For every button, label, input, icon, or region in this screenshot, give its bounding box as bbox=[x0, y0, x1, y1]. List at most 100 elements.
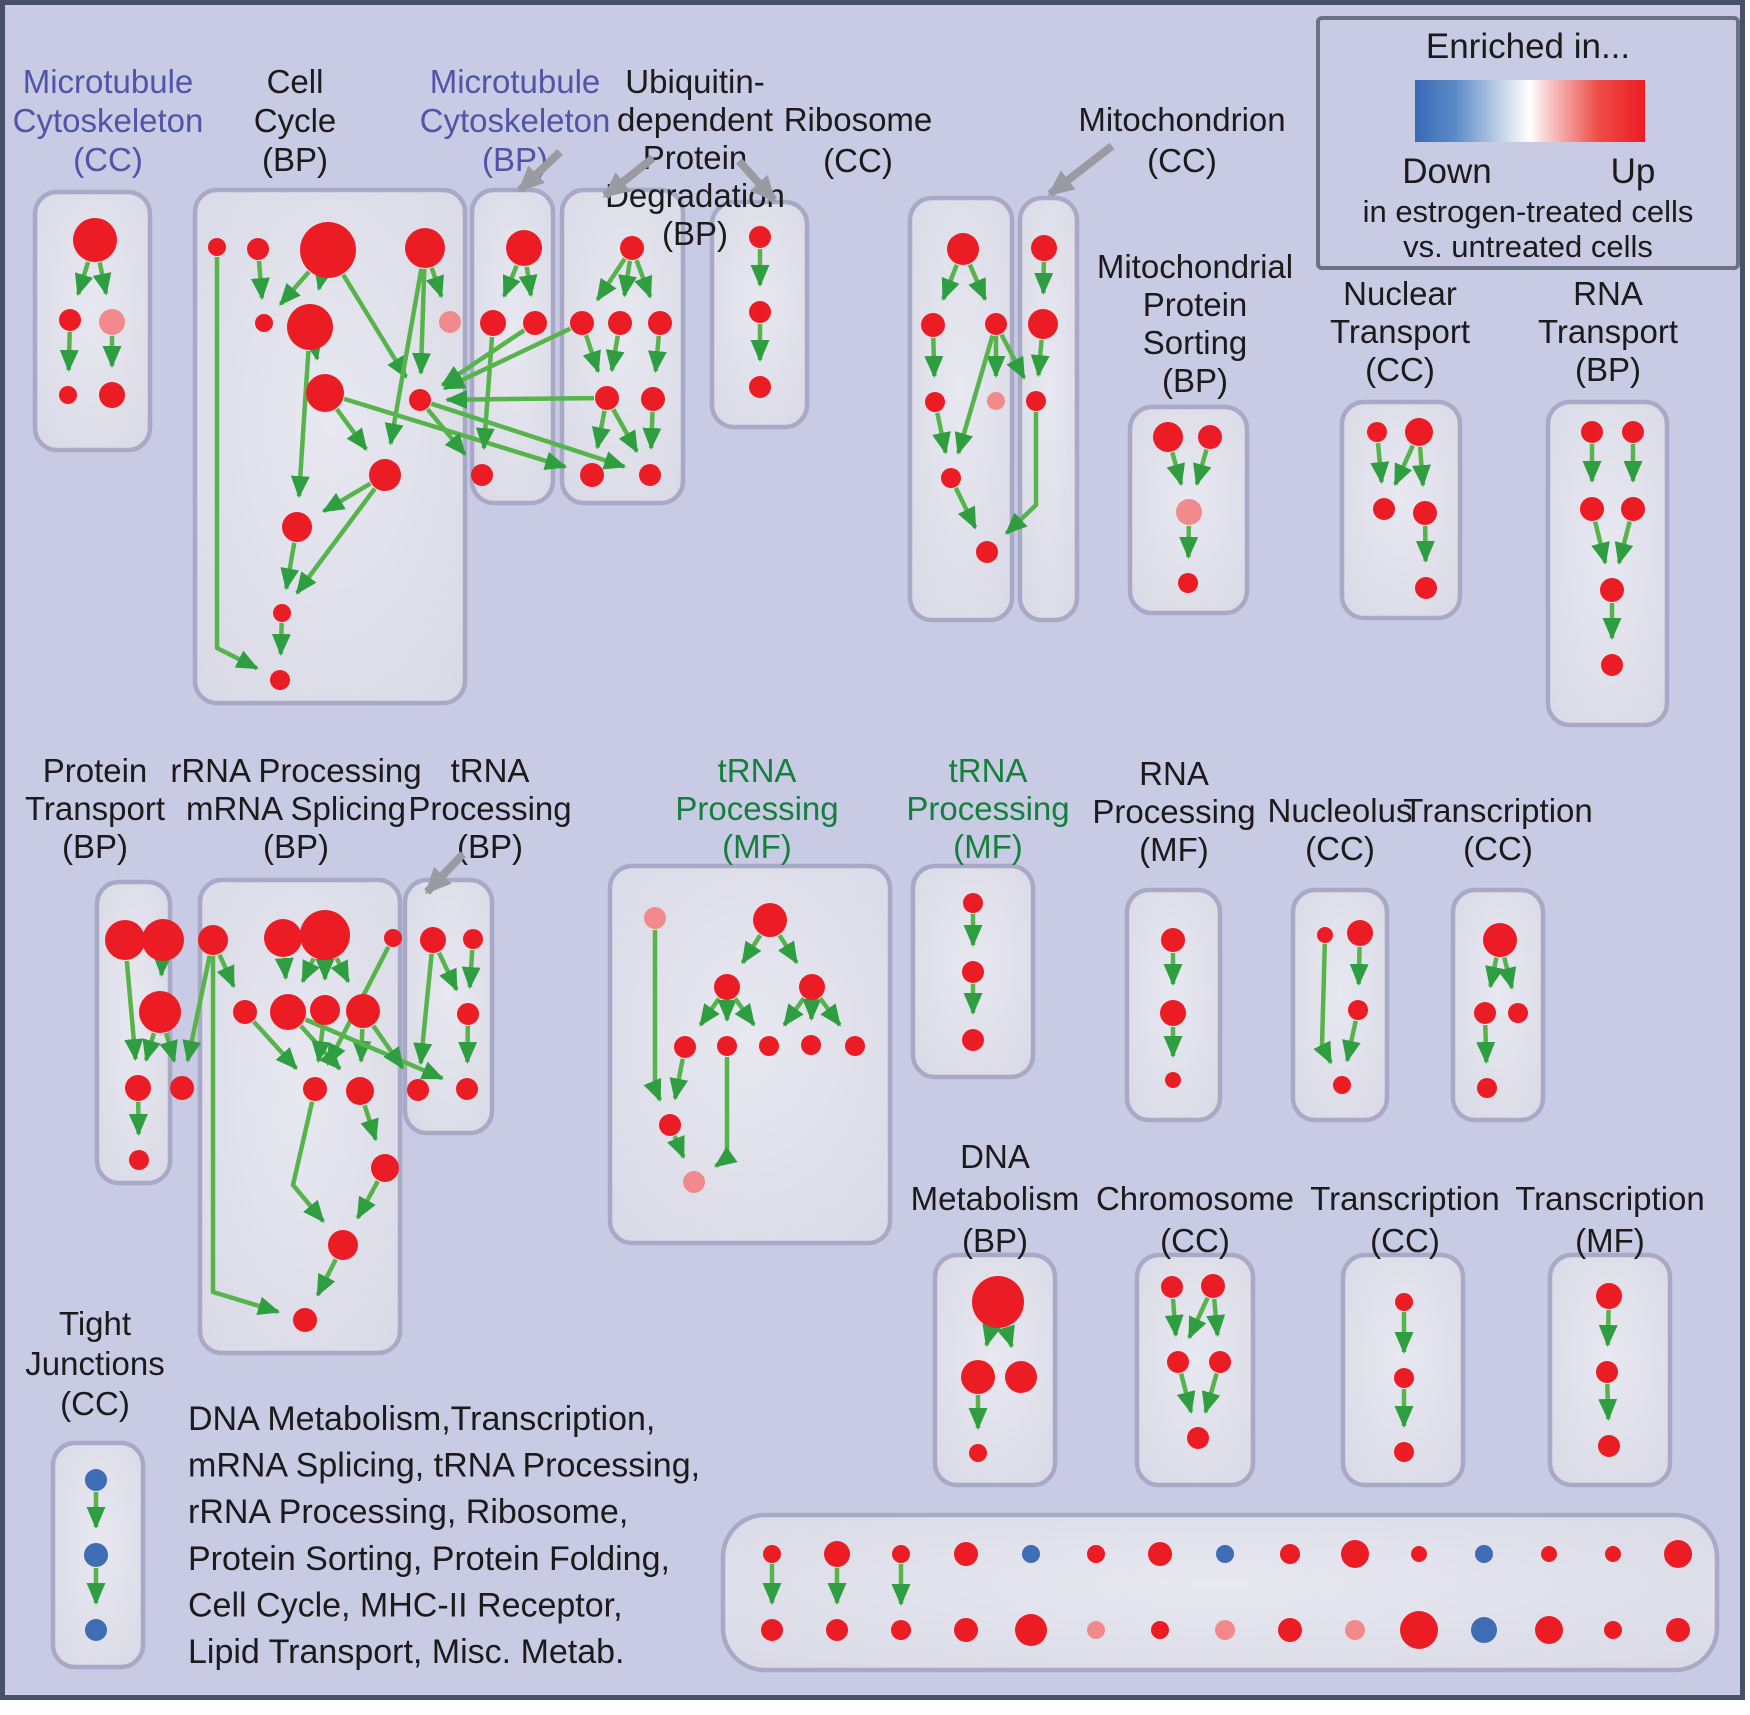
edge-x2-to-x3 bbox=[1598, 1383, 1618, 1421]
node-bb5 bbox=[1015, 1614, 1047, 1646]
node-s1 bbox=[963, 893, 983, 913]
node-bt4 bbox=[954, 1542, 978, 1566]
edge-m1-to-m2 bbox=[502, 264, 521, 299]
edge-nu1-to-nu4 bbox=[1313, 943, 1333, 1065]
cluster-box-bx-misc bbox=[720, 1512, 1720, 1673]
node-nu2 bbox=[1347, 920, 1373, 946]
node-kb3 bbox=[759, 1036, 779, 1056]
node-q1 bbox=[1161, 928, 1185, 952]
node-rl1 bbox=[303, 1077, 327, 1101]
node-m3 bbox=[523, 311, 547, 335]
edge-r3-to-mt3 bbox=[999, 333, 1026, 380]
lbl-trna-processing-mf-1-line-2: Processing bbox=[675, 790, 838, 827]
node-bt6 bbox=[1087, 1545, 1105, 1563]
edge-ul-to-c9 bbox=[442, 326, 572, 391]
edge-c1-to-c13 bbox=[214, 257, 259, 671]
edge-t4-to-t5 bbox=[1614, 521, 1634, 565]
node-n1 bbox=[1367, 422, 1387, 442]
lbl-protein-transport-bp-line-2: Transport bbox=[25, 790, 165, 827]
node-mt2 bbox=[1028, 309, 1058, 339]
node-r3 bbox=[985, 313, 1007, 335]
edge-a1-to-a2 bbox=[74, 261, 94, 297]
edge-kb1-to-kl bbox=[669, 1058, 689, 1101]
legend-gradient-bar bbox=[1415, 80, 1645, 142]
lbl-protein-transport-bp-line-1: Protein bbox=[43, 752, 148, 789]
pointer-mt-bp bbox=[517, 149, 563, 193]
lbl-tight-junctions-cc-line-1: Tight bbox=[59, 1305, 131, 1342]
misc-cluster-list-line-2: mRNA Splicing, tRNA Processing, bbox=[188, 1447, 700, 1485]
node-bt13 bbox=[1541, 1546, 1557, 1562]
node-kb2 bbox=[717, 1036, 737, 1056]
edge-c11-to-c12 bbox=[280, 542, 300, 591]
lbl-trna-processing-bp-line-3: (BP) bbox=[457, 828, 523, 865]
node-uml bbox=[595, 386, 619, 410]
node-bt9 bbox=[1280, 1544, 1300, 1564]
node-bb3 bbox=[891, 1620, 911, 1640]
lbl-transcription-cc-2-line-2: (CC) bbox=[1463, 830, 1533, 867]
node-a2 bbox=[59, 309, 81, 331]
edge-rl1-to-rb2 bbox=[290, 1101, 325, 1223]
node-v4 bbox=[1477, 1078, 1497, 1098]
edge-uml-to-ubr bbox=[611, 408, 639, 454]
node-bb14 bbox=[1604, 1621, 1622, 1639]
node-g3 bbox=[749, 376, 771, 398]
legend: Enriched in... Down Up in estrogen-treat… bbox=[1316, 16, 1740, 270]
edge-h1-to-h3 bbox=[1164, 1298, 1184, 1338]
node-bt2 bbox=[824, 1541, 850, 1567]
cluster-box-bx-dnamet bbox=[932, 1252, 1058, 1488]
node-bt5 bbox=[1022, 1545, 1040, 1563]
edge-rb1-to-rb2 bbox=[355, 1180, 380, 1220]
edge-m2-to-m4 bbox=[475, 336, 495, 451]
node-pt6 bbox=[129, 1150, 149, 1170]
node-g2 bbox=[749, 301, 771, 323]
edge-nu2-to-nu3 bbox=[1349, 946, 1369, 986]
lbl-nucleolus-cc-line-2: (CC) bbox=[1305, 830, 1375, 867]
node-c5 bbox=[255, 314, 273, 332]
lbl-rrna-mrna-bp-line-2: mRNA Splicing bbox=[186, 790, 406, 827]
node-s3 bbox=[962, 1029, 984, 1051]
node-bt8 bbox=[1216, 1545, 1234, 1563]
lbl-mito-protein-sorting-bp-line-1: Mitochondrial bbox=[1097, 248, 1293, 285]
edge-m1-to-m3 bbox=[518, 266, 538, 298]
edge-rm4-to-tb4 bbox=[371, 1024, 405, 1070]
node-t6 bbox=[1601, 654, 1623, 676]
edge-rr3-to-rm4 bbox=[330, 957, 351, 984]
edge-c3-to-c9 bbox=[341, 273, 408, 379]
node-c6 bbox=[287, 304, 333, 350]
node-v2 bbox=[1474, 1002, 1496, 1024]
node-rr2 bbox=[264, 919, 302, 957]
lbl-mito-protein-sorting-bp-line-4: (BP) bbox=[1162, 362, 1228, 399]
node-a5 bbox=[99, 382, 125, 408]
node-x1 bbox=[1596, 1283, 1622, 1309]
node-tb4 bbox=[407, 1079, 429, 1101]
node-r7 bbox=[976, 541, 998, 563]
edge-rl2-to-rb1 bbox=[360, 1104, 379, 1142]
edge-u1-to-um bbox=[618, 260, 637, 298]
edge-t3-to-t5 bbox=[1591, 521, 1610, 565]
node-x2 bbox=[1596, 1361, 1618, 1383]
node-kb1 bbox=[674, 1036, 696, 1058]
label-pointer-arrows bbox=[424, 142, 1115, 895]
pointer-ubiquitin-box2 bbox=[736, 158, 777, 203]
node-c4 bbox=[405, 228, 445, 268]
lbl-rrna-mrna-bp-line-1: rRNA Processing bbox=[170, 752, 421, 789]
node-nu4 bbox=[1333, 1076, 1351, 1094]
edge-r1-to-r2 bbox=[941, 263, 960, 301]
edge-r3-to-r6 bbox=[954, 334, 995, 455]
edge-km1-to-kb1 bbox=[698, 997, 721, 1027]
lbl-dna-metabolism-bp-line-3: (BP) bbox=[962, 1222, 1028, 1259]
node-p2 bbox=[1198, 425, 1222, 449]
node-bb13 bbox=[1535, 1616, 1563, 1644]
edge-r6-to-r7 bbox=[953, 486, 978, 530]
edge-ul-to-uml bbox=[582, 334, 601, 374]
node-b2 bbox=[84, 1543, 108, 1567]
edge-rb2-to-rb3 bbox=[315, 1258, 338, 1297]
cluster-box-bx-nuctrans bbox=[1339, 399, 1463, 621]
edge-pt2-to-pt3 bbox=[152, 954, 172, 977]
edge-u1-to-ul bbox=[595, 257, 627, 302]
node-k1 bbox=[644, 907, 666, 929]
node-kl bbox=[659, 1114, 681, 1136]
edge-rr3-to-rm2 bbox=[300, 957, 320, 984]
lbl-trna-processing-mf-1-line-3: (MF) bbox=[722, 828, 792, 865]
